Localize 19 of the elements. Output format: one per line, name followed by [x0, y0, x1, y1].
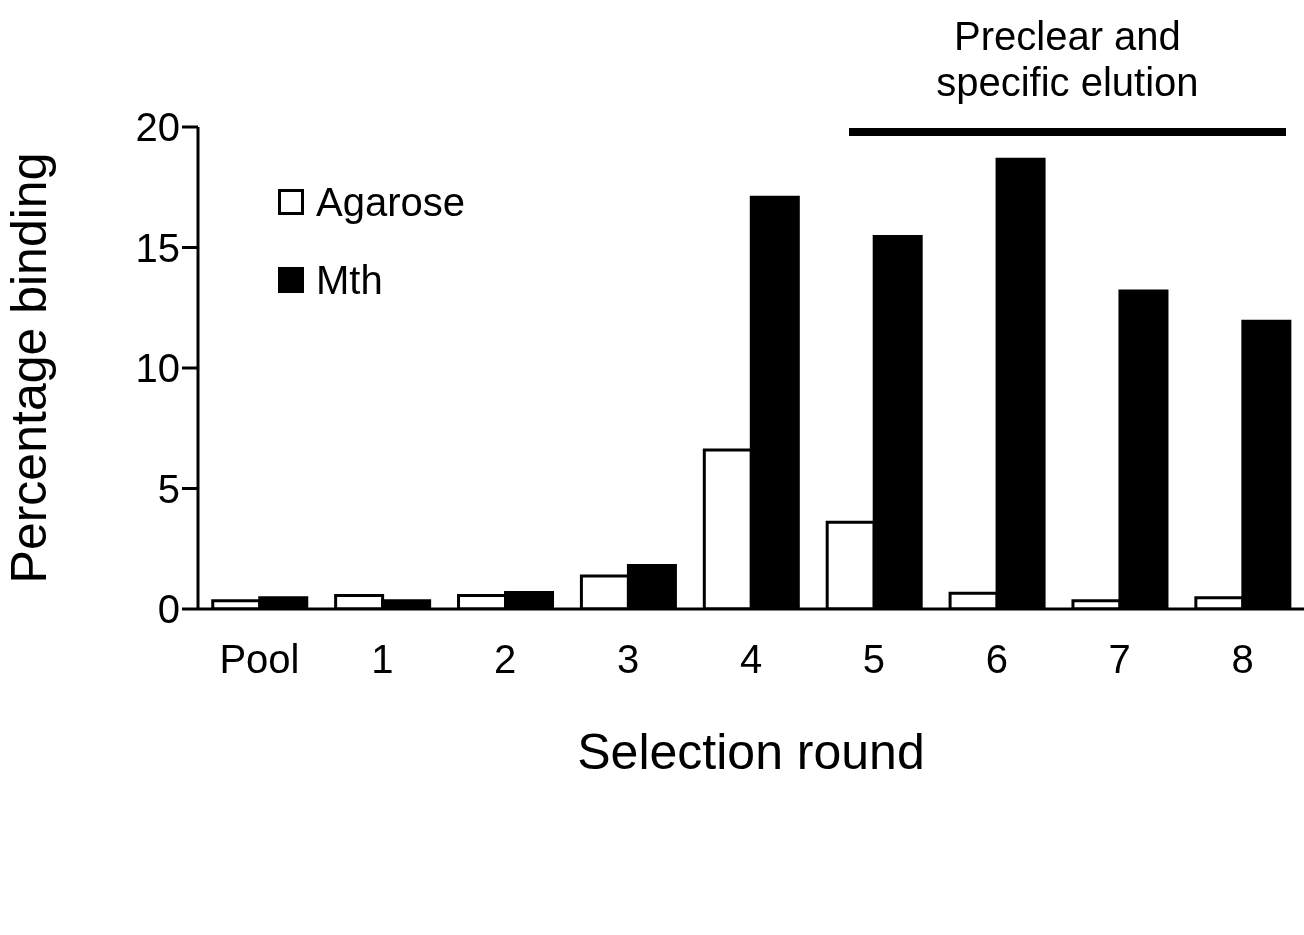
x-tick-label: 4 — [739, 637, 763, 682]
y-tick-label: 0 — [157, 587, 180, 632]
legend-label: Agarose — [316, 179, 465, 225]
y-tick-label: 5 — [157, 466, 180, 511]
y-tick-label: 20 — [135, 105, 180, 150]
y-tick-label: 15 — [135, 225, 180, 270]
x-tick-label: 8 — [1231, 637, 1254, 682]
x-tick-label: 1 — [371, 637, 394, 682]
x-tick-label: 3 — [616, 637, 640, 682]
text: Preclear and specific elution — [935, 13, 1200, 105]
x-tick-label: 7 — [1108, 637, 1131, 682]
y-axis-title: Percentage binding — [0, 152, 57, 584]
x-tick-label: 5 — [862, 637, 886, 682]
x-axis-title: Selection round — [577, 724, 925, 780]
x-tick-label: 6 — [985, 637, 1008, 682]
x-tick-label: Pool — [219, 637, 300, 682]
y-tick-label: 10 — [135, 346, 180, 391]
x-tick-label: 2 — [494, 637, 517, 682]
legend-label: Mth — [316, 257, 383, 303]
